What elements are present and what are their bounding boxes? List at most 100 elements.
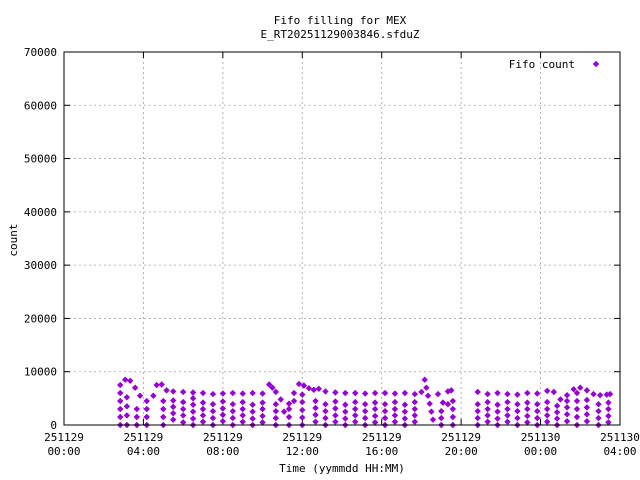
data-point [219, 418, 227, 425]
data-point [484, 412, 491, 419]
data-point [229, 401, 236, 408]
chart-title: Fifo filling for MEX [274, 14, 407, 27]
data-point [219, 398, 227, 405]
data-point [290, 389, 298, 397]
data-point [596, 391, 604, 399]
data-point [494, 408, 501, 415]
x-tick-time: 04:00 [603, 445, 636, 458]
data-point [158, 381, 165, 388]
data-point [179, 398, 187, 406]
data-point [573, 389, 581, 397]
data-point [122, 376, 129, 383]
data-point [117, 413, 124, 421]
data-point [381, 407, 389, 415]
data-point [342, 415, 349, 422]
data-point [272, 388, 280, 396]
data-point [583, 411, 591, 418]
data-point [381, 414, 389, 422]
data-point [563, 418, 571, 425]
data-point [583, 387, 591, 394]
legend: Fifo count [509, 58, 600, 71]
data-point [524, 419, 531, 426]
data-point [150, 392, 157, 399]
data-point [573, 413, 581, 421]
data-point [605, 399, 612, 406]
data-point [438, 407, 445, 415]
data-point [484, 398, 491, 406]
data-point [573, 397, 581, 405]
data-point [133, 405, 141, 413]
data-point [285, 413, 293, 421]
data-point [299, 414, 306, 421]
data-point [143, 413, 150, 421]
data-point [514, 391, 521, 398]
data-point [514, 414, 521, 422]
x-tick-time: 16:00 [365, 445, 398, 458]
data-point [504, 405, 511, 413]
x-tick-date: 251129 [203, 431, 243, 444]
data-point [123, 403, 131, 410]
axes: 0 10000 20000 30000 40000 50000 60000 70000 2511… [24, 46, 640, 458]
data-point [557, 396, 564, 403]
data-point [123, 394, 131, 401]
data-point [179, 405, 187, 413]
data-point [170, 416, 177, 423]
data-point [448, 387, 455, 394]
x-tick-date: 251129 [362, 431, 402, 444]
data-point [411, 398, 419, 406]
data-point [189, 415, 197, 422]
data-point [391, 398, 399, 406]
data-point [553, 402, 561, 410]
data-point [553, 415, 561, 422]
data-point [606, 390, 614, 398]
data-point [259, 390, 266, 397]
data-point [259, 405, 266, 413]
data-point [583, 418, 591, 425]
data-point [126, 377, 134, 384]
data-point [117, 381, 124, 389]
data-point [352, 405, 359, 413]
data-point [332, 389, 339, 396]
data-point [229, 389, 236, 397]
data-point [312, 397, 319, 405]
x-tick-date: 251129 [44, 431, 84, 444]
data-point [514, 401, 521, 408]
data-point [401, 408, 409, 415]
data-point [160, 413, 167, 421]
data-point [429, 416, 437, 423]
data-point [352, 412, 359, 419]
data-point [117, 405, 124, 413]
data-point [391, 390, 399, 397]
data-point [342, 401, 349, 408]
data-point [361, 401, 369, 408]
y-tick-label: 40000 [24, 206, 57, 219]
data-point [449, 405, 457, 413]
data-point [322, 407, 329, 415]
data-point [199, 389, 207, 397]
data-point [239, 412, 246, 419]
data-point [123, 412, 131, 419]
data-point [361, 390, 369, 397]
data-point [285, 400, 293, 407]
data-point [189, 408, 197, 415]
data-point [239, 398, 246, 406]
data-point [504, 412, 511, 419]
data-point [219, 390, 227, 397]
data-point [595, 401, 602, 408]
data-point [524, 412, 531, 420]
data-point [543, 387, 551, 395]
data-point [170, 397, 177, 404]
x-tick-time: 04:00 [127, 445, 160, 458]
data-point [434, 390, 442, 398]
data-point [411, 418, 419, 426]
data-point [449, 413, 457, 421]
data-point [553, 409, 561, 416]
y-tick-label: 20000 [24, 312, 57, 325]
data-point [449, 397, 457, 405]
data-point [160, 405, 167, 413]
data-point [189, 401, 197, 408]
data-point [299, 391, 306, 398]
data-point [361, 414, 369, 422]
data-point [322, 388, 329, 395]
plot-frame [63, 51, 621, 426]
